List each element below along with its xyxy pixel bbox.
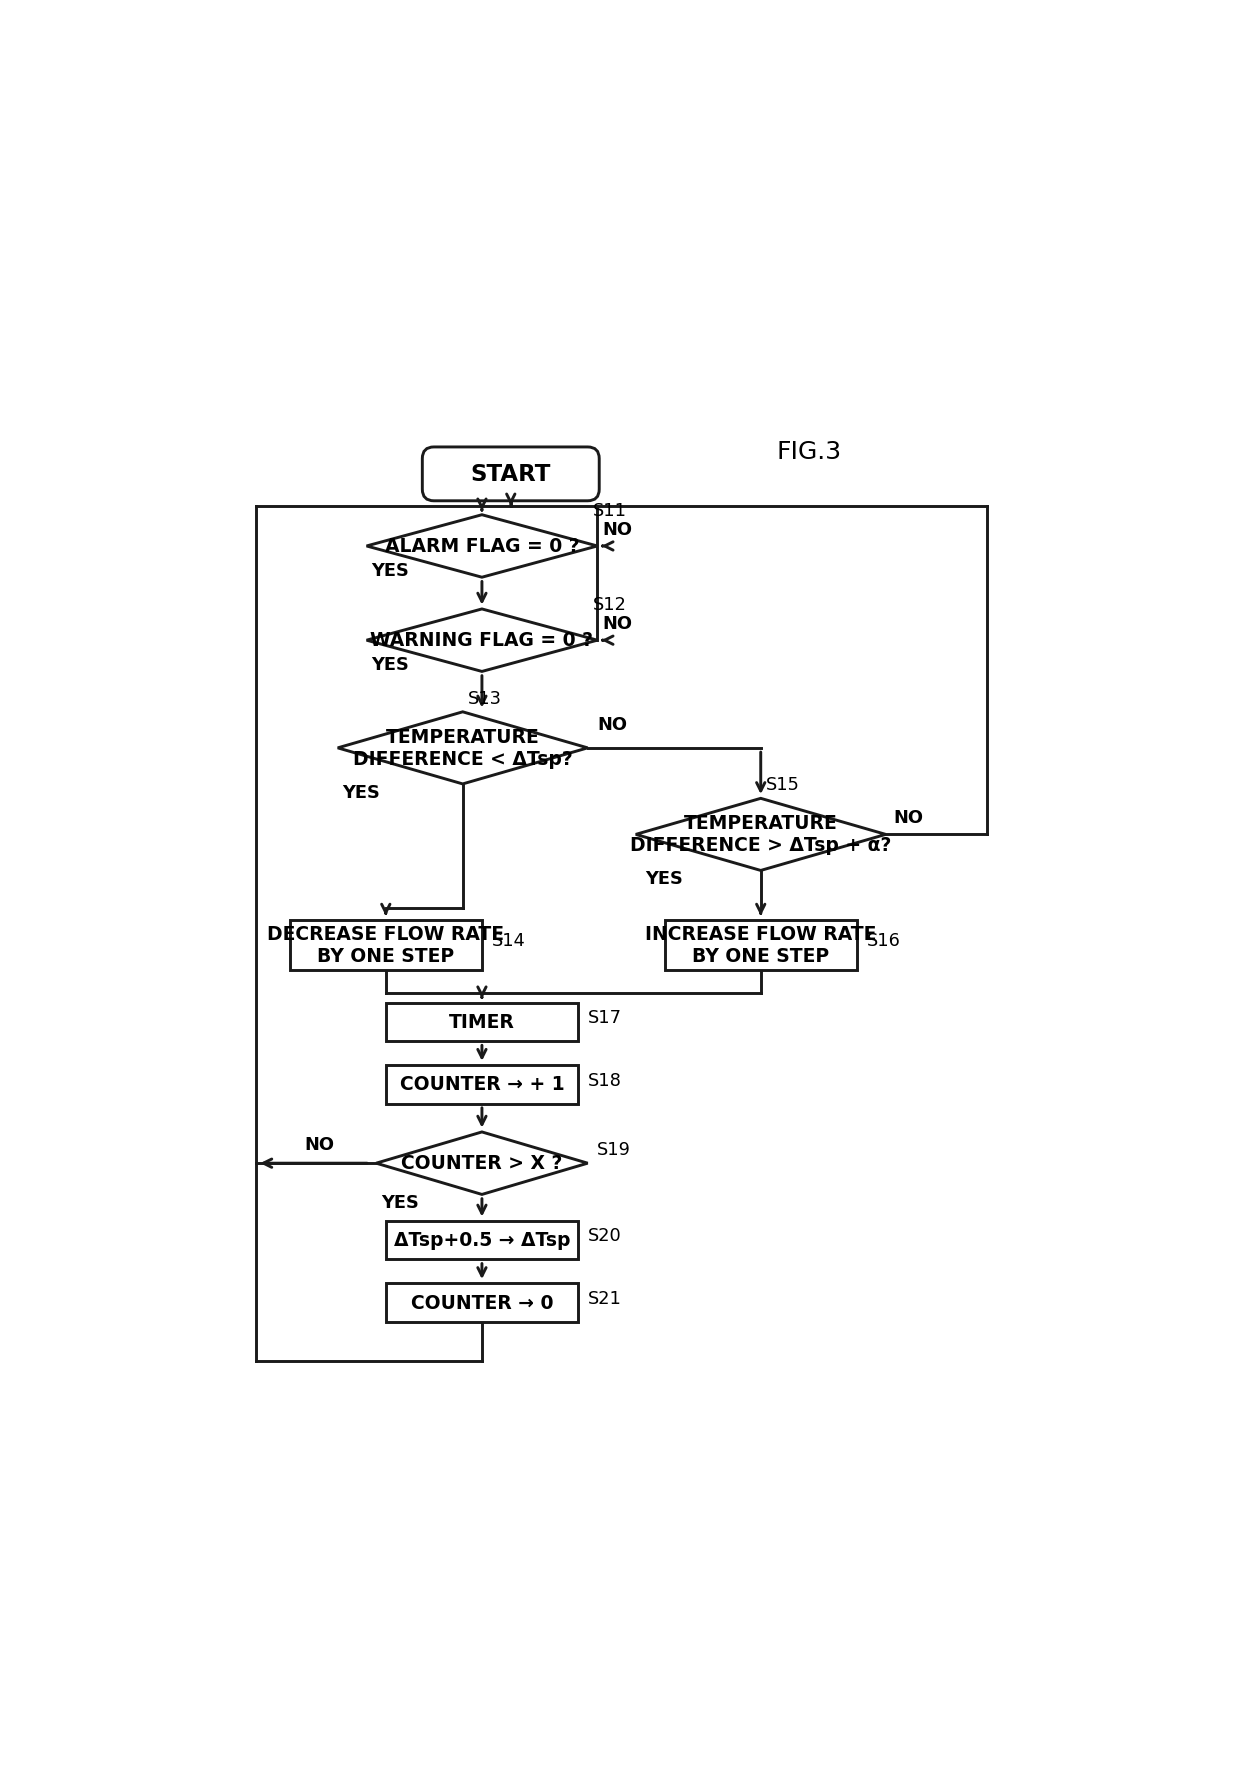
Polygon shape bbox=[376, 1132, 588, 1195]
Text: S12: S12 bbox=[593, 597, 626, 614]
Text: NO: NO bbox=[601, 614, 632, 632]
Text: S13: S13 bbox=[467, 689, 501, 707]
Text: NO: NO bbox=[598, 716, 627, 734]
Text: FIG.3: FIG.3 bbox=[776, 439, 841, 464]
Text: COUNTER → 0: COUNTER → 0 bbox=[410, 1293, 553, 1313]
Text: NO: NO bbox=[304, 1136, 334, 1154]
Text: S11: S11 bbox=[593, 502, 626, 520]
Text: DECREASE FLOW RATE
BY ONE STEP: DECREASE FLOW RATE BY ONE STEP bbox=[267, 925, 505, 966]
Text: ΔTsp+0.5 → ΔTsp: ΔTsp+0.5 → ΔTsp bbox=[393, 1231, 570, 1250]
Polygon shape bbox=[636, 798, 885, 872]
Text: S14: S14 bbox=[491, 932, 525, 950]
Text: TEMPERATURE
DIFFERENCE > ΔTsp + α?: TEMPERATURE DIFFERENCE > ΔTsp + α? bbox=[630, 814, 892, 855]
Text: WARNING FLAG = 0 ?: WARNING FLAG = 0 ? bbox=[371, 630, 593, 650]
Text: YES: YES bbox=[371, 561, 409, 579]
Text: S16: S16 bbox=[866, 932, 900, 950]
Text: ALARM FLAG = 0 ?: ALARM FLAG = 0 ? bbox=[384, 538, 579, 555]
Text: S21: S21 bbox=[588, 1289, 621, 1307]
Bar bbox=[386, 1004, 578, 1041]
Bar bbox=[665, 920, 857, 970]
Text: NO: NO bbox=[893, 809, 923, 827]
FancyBboxPatch shape bbox=[422, 446, 599, 502]
Text: START: START bbox=[470, 463, 551, 486]
Text: S15: S15 bbox=[765, 775, 799, 793]
Text: YES: YES bbox=[645, 870, 683, 888]
Bar bbox=[386, 1064, 578, 1104]
Text: S19: S19 bbox=[598, 1141, 631, 1159]
Text: COUNTER → + 1: COUNTER → + 1 bbox=[399, 1075, 564, 1095]
Bar bbox=[290, 920, 481, 970]
Text: S18: S18 bbox=[588, 1072, 621, 1089]
Polygon shape bbox=[367, 514, 598, 577]
Text: S17: S17 bbox=[588, 1009, 621, 1027]
Bar bbox=[386, 1222, 578, 1259]
Text: YES: YES bbox=[381, 1193, 419, 1213]
Text: COUNTER > X ?: COUNTER > X ? bbox=[401, 1154, 563, 1173]
Bar bbox=[386, 1284, 578, 1322]
Text: S20: S20 bbox=[588, 1227, 621, 1245]
Text: TEMPERATURE
DIFFERENCE < ΔTsp?: TEMPERATURE DIFFERENCE < ΔTsp? bbox=[352, 727, 573, 768]
Text: YES: YES bbox=[342, 784, 381, 802]
Text: INCREASE FLOW RATE
BY ONE STEP: INCREASE FLOW RATE BY ONE STEP bbox=[645, 925, 877, 966]
Text: TIMER: TIMER bbox=[449, 1013, 515, 1032]
Polygon shape bbox=[337, 713, 588, 784]
Polygon shape bbox=[367, 609, 598, 672]
Text: YES: YES bbox=[371, 655, 409, 673]
Text: NO: NO bbox=[601, 522, 632, 539]
